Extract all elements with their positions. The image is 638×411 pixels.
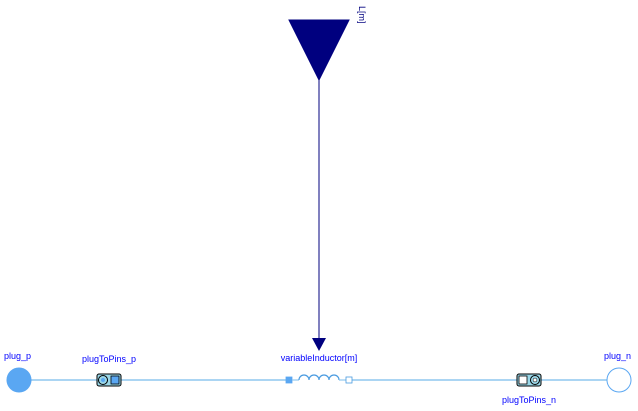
variable-inductor[interactable]: variableInductor[m] xyxy=(281,353,358,383)
input-label: L[m] xyxy=(357,6,367,24)
plug-n[interactable]: plug_n xyxy=(604,351,631,392)
inductor-pin-n xyxy=(346,377,352,383)
plug-p[interactable]: plug_p xyxy=(4,351,31,392)
plug-to-pins-p-pin-icon xyxy=(111,376,119,384)
plug-to-pins-n-pin-icon xyxy=(519,376,527,384)
signal-connection xyxy=(312,80,326,351)
plug-p-label: plug_p xyxy=(4,351,31,361)
plug-to-pins-p[interactable]: plugToPins_p xyxy=(82,354,136,386)
arrow-down-icon xyxy=(312,338,326,351)
plug-to-pins-n[interactable]: plugToPins_n xyxy=(502,374,556,405)
inductor-pin-p xyxy=(286,377,292,383)
inductor-label: variableInductor[m] xyxy=(281,353,358,363)
plug-n-label: plug_n xyxy=(604,351,631,361)
input-L[interactable]: L[m] xyxy=(289,6,367,80)
plug-to-pins-p-label: plugToPins_p xyxy=(82,354,136,364)
hollow-circle-plug-icon xyxy=(607,368,631,392)
plug-to-pins-n-label: plugToPins_n xyxy=(502,395,556,405)
plug-to-pins-p-plug-dot xyxy=(101,378,105,382)
triangle-input-icon xyxy=(289,20,349,80)
inductor-coil-icon xyxy=(299,375,339,380)
plug-to-pins-n-plug-dot xyxy=(533,378,537,382)
filled-circle-plug-icon xyxy=(7,368,31,392)
